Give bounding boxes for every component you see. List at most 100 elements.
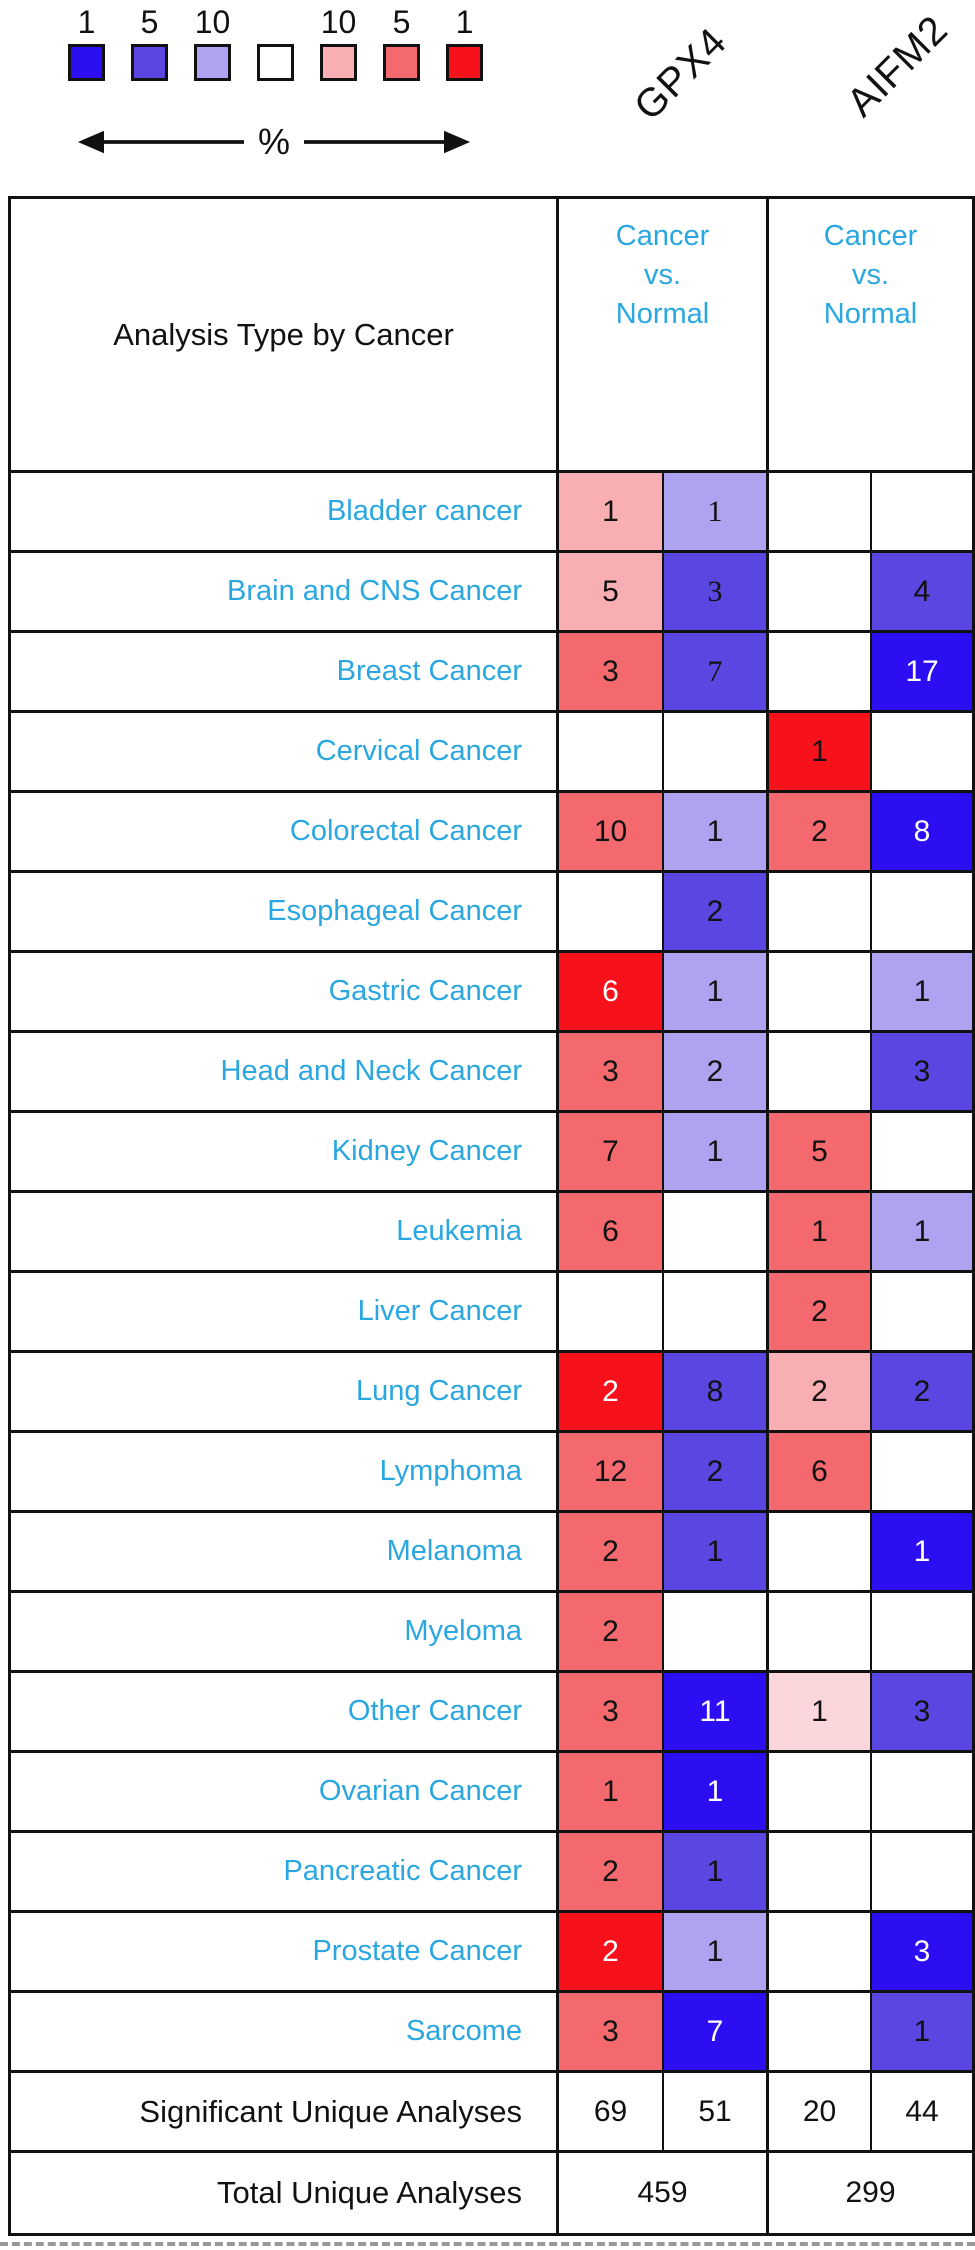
heatmap-cell: [769, 1593, 872, 1673]
row-label: Pancreatic Cancer: [11, 1833, 559, 1913]
heatmap-cell: 1: [872, 1993, 972, 2073]
significant-value: 51: [664, 2073, 769, 2153]
heatmap-cell: 2: [559, 1833, 664, 1913]
heatmap-cell: 3: [559, 1673, 664, 1753]
heatmap-cell: [872, 1433, 972, 1513]
heatmap-cell: 1: [559, 473, 664, 553]
heatmap-cell: 5: [769, 1113, 872, 1193]
heatmap-cell: 2: [664, 873, 769, 953]
row-label: Sarcome: [11, 1993, 559, 2073]
row-label: Brain and CNS Cancer: [11, 553, 559, 633]
heatmap-cell: [664, 713, 769, 793]
row-label: Lymphoma: [11, 1433, 559, 1513]
heatmap-cell: 1: [559, 1753, 664, 1833]
heatmap-cell: 1: [769, 713, 872, 793]
heatmap-cell: [769, 873, 872, 953]
heatmap-cell: 6: [769, 1433, 872, 1513]
legend-percent-axis: %: [76, 122, 472, 162]
heatmap-cell: 1: [664, 1913, 769, 1993]
heatmap-cell: [769, 1993, 872, 2073]
row-label: Bladder cancer: [11, 473, 559, 553]
legend-color-swatch: [446, 44, 483, 81]
heatmap-cell: [769, 553, 872, 633]
legend-percent-label: 10: [320, 4, 357, 40]
heatmap-cell: 4: [872, 553, 972, 633]
heatmap-cell: [872, 1113, 972, 1193]
row-label: Breast Cancer: [11, 633, 559, 713]
heatmap-cell: [872, 1833, 972, 1913]
heatmap-cell: 3: [559, 633, 664, 713]
heatmap-cell: 1: [872, 953, 972, 1033]
heatmap-cell: [769, 633, 872, 713]
legend-color-swatch: [194, 44, 231, 81]
legend-color-swatch: [383, 44, 420, 81]
heatmap-cell: 1: [664, 1833, 769, 1913]
row-label: Melanoma: [11, 1513, 559, 1593]
legend-color-swatch: [320, 44, 357, 81]
heatmap-cell: 3: [872, 1033, 972, 1113]
significant-analyses-label: Significant Unique Analyses: [11, 2073, 559, 2153]
heatmap-cell: [559, 713, 664, 793]
heatmap-cell: [872, 873, 972, 953]
heatmap-cell: [769, 1753, 872, 1833]
row-label: Cervical Cancer: [11, 713, 559, 793]
arrow-left-icon: [77, 130, 244, 154]
heatmap-cell: 2: [559, 1913, 664, 1993]
heatmap-cell: [872, 1273, 972, 1353]
heatmap-cell: 1: [664, 1513, 769, 1593]
heatmap-cell: 1: [769, 1673, 872, 1753]
row-label: Gastric Cancer: [11, 953, 559, 1033]
legend-tier: 1: [446, 2, 483, 81]
heatmap-cell: 8: [664, 1353, 769, 1433]
legend-color-swatch: [131, 44, 168, 81]
heatmap-cell: 2: [664, 1433, 769, 1513]
legend-percent-label: 5: [392, 4, 411, 40]
percent-axis-label: %: [257, 121, 290, 162]
heatmap-cell: [559, 1273, 664, 1353]
total-value-gpx4: 459: [559, 2153, 769, 2233]
heatmap-cell: 1: [664, 1113, 769, 1193]
significant-value: 20: [769, 2073, 872, 2153]
heatmap-cell: 5: [559, 553, 664, 633]
percent-legend: 1 5 10 10 5 1: [68, 2, 483, 81]
heatmap-cell: [769, 1833, 872, 1913]
heatmap-cell: 2: [664, 1033, 769, 1113]
heatmap-cell: [872, 1593, 972, 1673]
legend-color-swatch: [257, 44, 294, 81]
legend-tier: 5: [131, 2, 168, 81]
heatmap-cell: 3: [559, 1033, 664, 1113]
gpx4-group-header: Cancer vs. Normal: [559, 199, 769, 473]
heatmap-cell: [769, 1033, 872, 1113]
heatmap-cell: 1: [872, 1513, 972, 1593]
heatmap-cell: [872, 1753, 972, 1833]
heatmap-cell: 2: [559, 1353, 664, 1433]
heatmap-cell: 11: [664, 1673, 769, 1753]
corner-header: Analysis Type by Cancer: [11, 199, 559, 473]
heatmap-cell: 3: [872, 1673, 972, 1753]
heatmap-cell: 7: [559, 1113, 664, 1193]
row-label: Lung Cancer: [11, 1353, 559, 1433]
heatmap-cell: [872, 713, 972, 793]
heatmap-cell: 1: [664, 473, 769, 553]
heatmap-cell: 17: [872, 633, 972, 713]
gene-label-aifm2: AIFM2: [838, 7, 957, 126]
arrow-right-icon: [304, 130, 471, 154]
figure-bottom-divider: [0, 2242, 975, 2246]
heatmap-cell: 2: [769, 1273, 872, 1353]
heatmap-cell: 2: [769, 1353, 872, 1433]
heatmap-cell: 2: [769, 793, 872, 873]
legend-percent-label: 10: [194, 4, 231, 40]
heatmap-cell: 6: [559, 1193, 664, 1273]
heatmap-cell: 6: [559, 953, 664, 1033]
significant-value: 69: [559, 2073, 664, 2153]
row-label: Esophageal Cancer: [11, 873, 559, 953]
row-label: Myeloma: [11, 1593, 559, 1673]
heatmap-cell: [769, 953, 872, 1033]
heatmap-cell: [769, 473, 872, 553]
heatmap-cell: 2: [872, 1353, 972, 1433]
heatmap-cell: 8: [872, 793, 972, 873]
heatmap-cell: [664, 1593, 769, 1673]
row-label: Leukemia: [11, 1193, 559, 1273]
heatmap-cell: 3: [664, 553, 769, 633]
row-label: Ovarian Cancer: [11, 1753, 559, 1833]
